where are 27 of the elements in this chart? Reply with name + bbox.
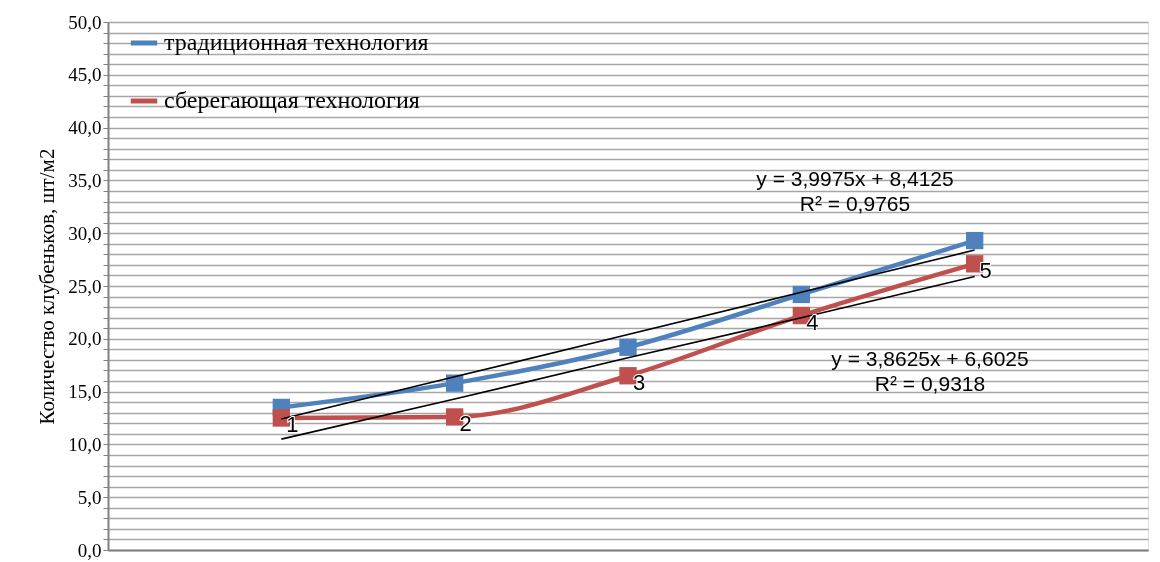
point <box>272 409 290 427</box>
y-tick-label: 15,0 <box>68 381 102 403</box>
y-tick-label: 20,0 <box>68 328 102 350</box>
annotation: R² = 0,9318 <box>874 372 986 395</box>
y-tick-label: 40,0 <box>68 117 102 139</box>
annotation: 3 <box>632 369 646 395</box>
y-tick-label: 5,0 <box>77 486 102 508</box>
y-axis-title: Количество клубеньков, шт/м2 <box>35 148 60 425</box>
annotation: y = 3,8625x + 6,6025 <box>831 347 1029 370</box>
y-tick-label: 0,0 <box>77 539 102 561</box>
point <box>619 338 637 356</box>
point <box>446 374 464 392</box>
annotation: 1 <box>286 412 299 437</box>
annotation: 2 <box>459 410 472 436</box>
annotation: 5 <box>979 257 992 283</box>
y-tick-label: 30,0 <box>68 222 102 244</box>
legend-label: сберегающая технология <box>164 87 420 113</box>
point <box>966 231 984 250</box>
annotation: 4 <box>806 309 819 335</box>
annotation: R² = 0,9765 <box>799 192 911 215</box>
y-tick-label: 50,0 <box>68 11 102 33</box>
y-tick-label: 35,0 <box>68 169 102 191</box>
y-tick-label: 10,0 <box>68 433 102 455</box>
y-tick-label: 45,0 <box>68 64 102 86</box>
legend-label: традиционная технология <box>164 29 429 55</box>
annotation: y = 3,9975x + 8,4125 <box>756 167 954 190</box>
y-tick-label: 25,0 <box>68 275 102 297</box>
